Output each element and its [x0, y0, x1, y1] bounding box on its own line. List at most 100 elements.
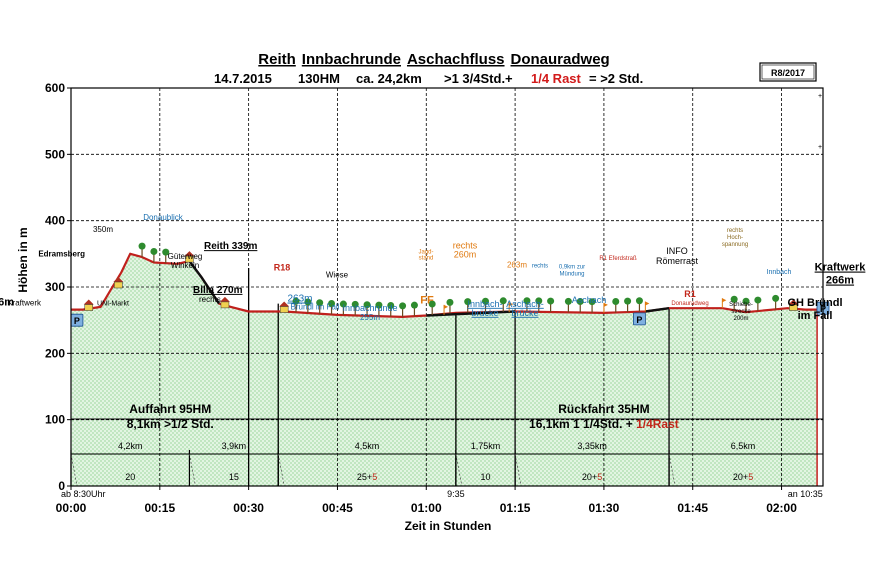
- segment-time: 15: [229, 472, 239, 482]
- annotation-label: Schiebe-: [729, 302, 753, 308]
- plus-mark: +: [818, 144, 822, 151]
- tree-icon: [547, 297, 555, 305]
- tree-icon: [150, 247, 158, 255]
- annotation-label: Innbachrunde: [342, 303, 397, 313]
- tree-icon: [138, 242, 146, 250]
- segment-time: 10: [480, 472, 490, 482]
- x-tick-label: 01:45: [677, 501, 708, 515]
- tree-icon: [523, 297, 531, 305]
- annotation-label: UNI-Markt: [97, 301, 129, 308]
- tree-icon: [162, 248, 170, 256]
- plus-mark: +: [818, 93, 822, 100]
- x-tick-label: 00:15: [144, 501, 175, 515]
- tree-icon: [410, 301, 418, 309]
- segment-distance: 6,5km: [731, 441, 756, 451]
- x-axis-label: Zeit in Stunden: [405, 519, 492, 533]
- x-tick-label: 01:00: [411, 501, 442, 515]
- chart-subtitle: 14.7.2015 130HM ca. 24,2km >1 3/4Std.+ 1…: [214, 71, 643, 86]
- house-icon: [114, 281, 123, 289]
- x-tick-label: 01:30: [589, 501, 620, 515]
- annotation-label: spannung: [722, 242, 748, 248]
- segment-distance: 4,2km: [118, 441, 143, 451]
- x-tick-label: 02:00: [766, 501, 797, 515]
- time-note: ab 8:30Uhr: [61, 489, 106, 499]
- segment-time: 25+5: [357, 472, 377, 482]
- annotation-label: R1: [684, 289, 696, 299]
- tree-icon: [576, 298, 584, 306]
- x-tick-label: 00:00: [56, 501, 87, 515]
- tree-icon: [387, 301, 395, 309]
- subtitle-total: = >2 Std.: [589, 71, 643, 86]
- house-icon: [788, 299, 799, 305]
- annotation-label: 260m: [454, 250, 477, 260]
- annotation-label: Mündung: [559, 271, 584, 277]
- annotation-label: R1 Eferdstraß: [599, 256, 637, 262]
- route-badge: R8/2017: [759, 62, 817, 82]
- y-tick-label: 500: [45, 147, 65, 161]
- tree-icon: [535, 297, 543, 305]
- phase-label: Auffahrt 95HM: [129, 402, 211, 416]
- annotation-label: 200m: [733, 316, 748, 322]
- annotation-label: Aschach: [572, 295, 607, 305]
- annotation-label: 350m: [93, 225, 113, 234]
- house-icon: [789, 304, 798, 311]
- y-tick-label: 200: [45, 346, 65, 360]
- annotation-label: Reith 339m: [204, 241, 257, 252]
- subtitle-time: >1 3/4Std.+: [444, 71, 513, 86]
- subtitle-date: 14.7.2015: [214, 71, 272, 86]
- annotation-label: 266m: [0, 297, 14, 309]
- tree-icon: [624, 297, 632, 305]
- tree-icon: [351, 300, 359, 308]
- tree-icon: [304, 298, 312, 306]
- annotation-label: Kraftwerk: [7, 299, 42, 308]
- tree-icon: [499, 297, 507, 305]
- annotation-label: rechts: [453, 241, 478, 251]
- parking-icon-label: P: [636, 315, 642, 325]
- annotation-label: 266m: [826, 275, 854, 287]
- annotation-label: Aschach-: [506, 299, 544, 309]
- house-icon: [220, 301, 230, 309]
- x-tick-label: 01:15: [500, 501, 531, 515]
- y-axis-label: Höhen in m: [16, 227, 30, 292]
- annotation-label: Güterweg: [168, 252, 203, 261]
- tree-icon: [363, 301, 371, 309]
- segment-distance: 1,75km: [471, 441, 501, 451]
- profile-steep-segment: [426, 310, 516, 317]
- y-tick-label: 0: [58, 479, 65, 493]
- title-word: Innbachrunde: [302, 51, 401, 68]
- phase-hatch: [70, 453, 676, 487]
- house-icon: [113, 277, 124, 282]
- segment-distance: 3,35km: [577, 441, 607, 451]
- annotation-label: Donaublick: [143, 213, 184, 222]
- segment-distance: 4,5km: [355, 441, 380, 451]
- annotation-label: 263m: [287, 294, 312, 305]
- phase-detail: 8,1km >1/2 Std.: [127, 417, 214, 431]
- annotation-label: FF: [420, 295, 434, 307]
- parking-icon: [633, 312, 646, 326]
- time-note: 9:35: [447, 489, 465, 499]
- chart-title: Reith Innbachrunde Aschachfluss Donauradweg: [258, 51, 609, 68]
- y-tick-label: 400: [45, 214, 65, 228]
- annotation-label: Winkeln: [171, 261, 199, 270]
- tree-icon: [635, 297, 643, 305]
- marker-icon: [509, 302, 514, 307]
- phase-detail: 16,1km 1 1/4Std. + 1/4Rast: [529, 417, 679, 431]
- route-badge-label: R8/2017: [771, 68, 805, 78]
- tree-icon: [772, 294, 780, 302]
- house-icon: [184, 251, 195, 257]
- segment-distance: 3,9km: [222, 441, 247, 451]
- tree-icon: [375, 301, 383, 309]
- tree-icon: [292, 297, 300, 305]
- plot-frame: [70, 87, 824, 487]
- marker-icon: [444, 304, 449, 309]
- segment-time: 20: [125, 472, 135, 482]
- tree-icon: [428, 300, 436, 308]
- y-tick-label: 300: [45, 280, 65, 294]
- marker-icon: [722, 298, 727, 303]
- title-word: Aschachfluss: [407, 51, 505, 68]
- annotation-label: R18: [274, 262, 291, 272]
- annotation-label: Hoch-: [727, 235, 743, 241]
- marker-icon: [645, 301, 650, 306]
- house-icon: [279, 301, 290, 307]
